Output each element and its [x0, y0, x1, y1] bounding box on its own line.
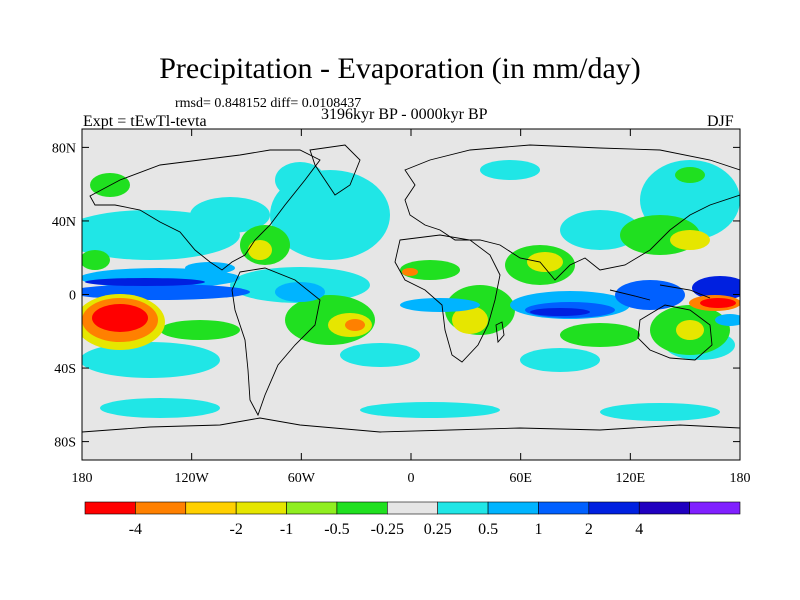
- colorbar-label: -4: [129, 521, 142, 538]
- lat-tick-label: 80S: [54, 436, 76, 451]
- lon-tick-label: 180: [730, 471, 751, 486]
- colorbar-box: [487, 501, 539, 515]
- colorbar: -4 -2 -1 -0.5 -0.25 0.25 0.5 1 2 4: [84, 501, 741, 538]
- colorbar-box: [84, 501, 136, 515]
- lon-tick-label: 0: [408, 471, 415, 486]
- colorbar-box: [336, 501, 388, 515]
- coastlines: [82, 144, 740, 433]
- colorbar-label: -2: [229, 521, 242, 538]
- lat-tick-label: 80N: [52, 141, 76, 156]
- colorbar-label: -0.5: [324, 521, 349, 538]
- lon-tick-label: 60W: [288, 471, 316, 486]
- experiment-label: Expt = tEwTl-tevta: [83, 113, 207, 130]
- season-label: DJF: [707, 113, 734, 130]
- map-field: [82, 129, 740, 460]
- lon-tick-label: 60E: [509, 471, 532, 486]
- longitude-ticks: 180 120W 60W 0 60E 120E 180: [72, 129, 751, 486]
- colorbar-box: [286, 501, 338, 515]
- latitude-ticks: 80N 40N 0 40S 80S: [52, 141, 740, 451]
- period-label: 3196kyr BP - 0000kyr BP: [321, 106, 488, 123]
- colorbar-box: [135, 501, 187, 515]
- colorbar-label: 4: [635, 521, 643, 538]
- colorbar-label: -1: [280, 521, 293, 538]
- colorbar-box: [437, 501, 489, 515]
- lat-tick-label: 40N: [52, 215, 76, 230]
- colorbar-label: 0.5: [478, 521, 498, 538]
- colorbar-label: -0.25: [371, 521, 404, 538]
- colorbar-box: [638, 501, 690, 515]
- colorbar-box: [387, 501, 438, 515]
- colorbar-box: [185, 501, 237, 515]
- lon-tick-label: 120W: [175, 471, 210, 486]
- colorbar-box: [588, 501, 640, 515]
- stats-label: rmsd= 0.848152 diff= 0.0108437: [175, 96, 362, 111]
- colorbar-label: 1: [534, 521, 542, 538]
- lat-tick-label: 0: [69, 289, 76, 304]
- lon-tick-label: 120E: [616, 471, 646, 486]
- lon-tick-label: 180: [72, 471, 93, 486]
- colorbar-box: [689, 501, 741, 515]
- colorbar-box: [538, 501, 590, 515]
- colorbar-box: [235, 501, 287, 515]
- lat-tick-label: 40S: [54, 362, 76, 377]
- colorbar-label: 0.25: [424, 521, 452, 538]
- map-title: Precipitation - Evaporation (in mm/day): [159, 52, 641, 85]
- colorbar-label: 2: [585, 521, 593, 538]
